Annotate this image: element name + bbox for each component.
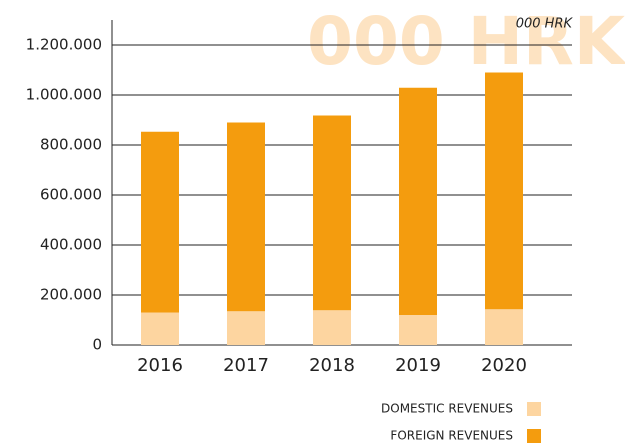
- bar-segment: [485, 309, 523, 345]
- bar-segment: [313, 115, 351, 311]
- x-tick-label: 2016: [137, 355, 183, 376]
- legend-swatch: [527, 429, 541, 443]
- y-tick-label: 1.000.000: [26, 86, 102, 104]
- bar-segment: [485, 72, 523, 310]
- legend-swatch: [527, 402, 541, 416]
- legend-label: DOMESTIC REVENUES: [381, 402, 513, 416]
- bar-segment: [227, 122, 265, 312]
- y-tick-label: 400.000: [40, 236, 102, 254]
- x-tick-label: 2020: [481, 355, 527, 376]
- unit-label: 000 HRK: [516, 17, 574, 32]
- bar-segment: [313, 310, 351, 345]
- bar-segment: [399, 315, 437, 345]
- y-tick-label: 0: [92, 336, 102, 354]
- bar-segment: [399, 87, 437, 315]
- legend-label: FOREIGN REVENUES: [390, 429, 513, 443]
- y-tick-label: 800.000: [40, 136, 102, 154]
- x-tick-label: 2019: [395, 355, 441, 376]
- bar-segment: [227, 311, 265, 345]
- bar-segment: [141, 312, 179, 345]
- x-tick-label: 2018: [309, 355, 355, 376]
- y-tick-label: 200.000: [40, 286, 102, 304]
- watermark: 000 HRK: [307, 3, 625, 80]
- y-tick-label: 600.000: [40, 186, 102, 204]
- x-tick-label: 2017: [223, 355, 269, 376]
- y-tick-label: 1.200.000: [26, 36, 102, 54]
- bar-segment: [141, 131, 179, 313]
